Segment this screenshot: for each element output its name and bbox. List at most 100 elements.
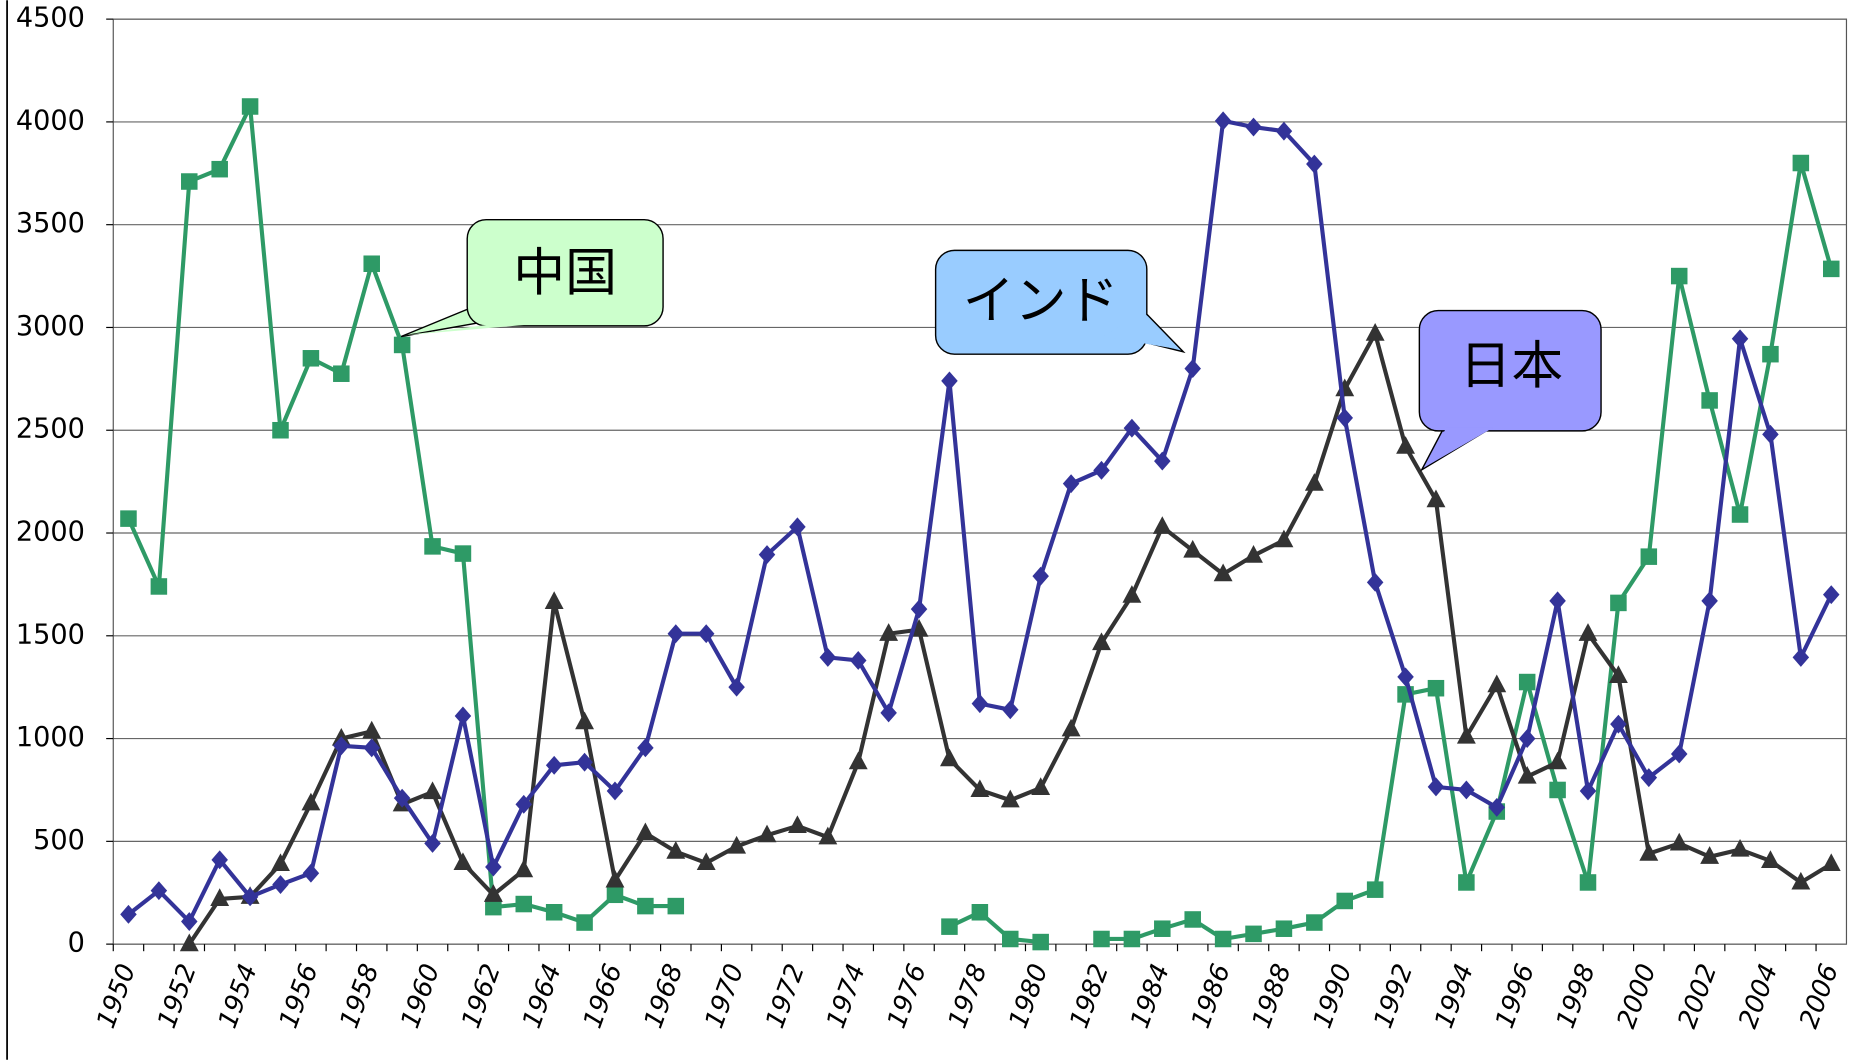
marker — [1213, 563, 1233, 582]
marker — [1002, 930, 1019, 948]
x-tick-label: 1998 — [1551, 960, 1602, 1032]
marker — [1762, 424, 1779, 444]
marker — [1336, 408, 1354, 428]
marker — [333, 365, 350, 382]
x-tick-label: 1972 — [760, 960, 811, 1032]
marker — [1244, 545, 1263, 563]
marker — [1549, 781, 1566, 799]
x-tick-label: 1968 — [639, 960, 690, 1032]
marker — [271, 853, 290, 872]
marker — [1792, 154, 1810, 172]
marker — [1701, 591, 1718, 611]
marker — [910, 599, 928, 619]
marker — [454, 545, 472, 562]
y-tick-label: 2500 — [16, 414, 85, 445]
marker — [485, 857, 502, 877]
x-tick-label: 1982 — [1064, 960, 1115, 1032]
marker — [970, 779, 990, 798]
marker — [454, 706, 472, 726]
marker — [606, 886, 624, 904]
marker — [667, 624, 685, 644]
x-tick-label: 2000 — [1612, 960, 1663, 1032]
marker — [1792, 647, 1810, 667]
marker — [1822, 585, 1840, 605]
marker — [1275, 920, 1293, 937]
callout-india: インド — [934, 249, 1186, 355]
marker — [1002, 700, 1019, 720]
marker — [1092, 632, 1111, 651]
y-tick-label: 1000 — [16, 722, 85, 753]
marker — [1731, 506, 1749, 523]
marker — [1821, 853, 1841, 872]
x-tick-label: 1986 — [1186, 960, 1237, 1032]
marker — [1458, 780, 1475, 800]
x-tick-label: 1992 — [1368, 960, 1419, 1032]
marker — [1275, 121, 1293, 141]
marker — [1184, 359, 1201, 379]
y-tick-label: 500 — [33, 825, 85, 856]
marker — [363, 255, 380, 272]
marker — [940, 748, 959, 767]
marker — [1304, 473, 1324, 491]
marker — [1730, 838, 1750, 857]
marker — [1579, 874, 1597, 891]
x-tick-label: 1974 — [821, 960, 872, 1032]
marker — [1274, 529, 1294, 548]
x-tick-label: 1952 — [152, 960, 203, 1032]
marker — [1518, 673, 1536, 691]
marker — [1184, 911, 1201, 928]
plot-area — [112, 18, 1848, 945]
marker — [1427, 679, 1445, 697]
marker — [1456, 725, 1476, 744]
callout-china: 中国 — [400, 218, 664, 338]
marker — [1761, 850, 1780, 868]
marker — [362, 720, 382, 739]
marker — [1123, 930, 1141, 948]
marker — [150, 578, 168, 595]
marker — [1245, 117, 1262, 137]
marker — [941, 918, 958, 935]
marker — [181, 173, 198, 190]
marker — [1762, 345, 1779, 363]
marker — [879, 623, 899, 641]
marker — [272, 875, 289, 894]
marker — [1154, 920, 1171, 937]
marker — [1791, 871, 1811, 890]
y-tick-label: 3500 — [16, 208, 85, 239]
marker — [1487, 674, 1507, 693]
callout-label: インド — [963, 272, 1119, 332]
marker — [1366, 572, 1384, 592]
x-tick-label: 1956 — [274, 960, 325, 1032]
x-tick-label: 1988 — [1247, 960, 1298, 1032]
marker — [1031, 777, 1051, 795]
marker — [241, 98, 259, 115]
marker — [696, 852, 716, 871]
x-tick-label: 1994 — [1429, 960, 1480, 1032]
x-tick-label: 1978 — [943, 960, 994, 1032]
x-tick-label: 2004 — [1733, 960, 1784, 1032]
x-tick-label: 1960 — [395, 960, 446, 1032]
marker — [120, 904, 137, 924]
marker — [1152, 516, 1172, 534]
marker — [302, 350, 320, 367]
x-tick-label: 1976 — [882, 960, 933, 1032]
marker — [819, 647, 837, 667]
marker — [1549, 591, 1566, 611]
marker — [423, 781, 442, 800]
marker — [1518, 729, 1536, 749]
marker — [302, 863, 320, 883]
marker — [211, 850, 228, 870]
marker — [514, 859, 534, 878]
marker — [971, 904, 989, 921]
x-tick-label: 1958 — [335, 960, 386, 1032]
marker — [789, 517, 806, 537]
x-tick-label: 1970 — [699, 960, 750, 1032]
marker — [1639, 843, 1659, 861]
marker — [1396, 436, 1415, 454]
marker — [787, 815, 807, 834]
marker — [210, 888, 230, 906]
marker — [1214, 111, 1232, 131]
marker — [333, 736, 350, 756]
marker — [848, 751, 868, 770]
